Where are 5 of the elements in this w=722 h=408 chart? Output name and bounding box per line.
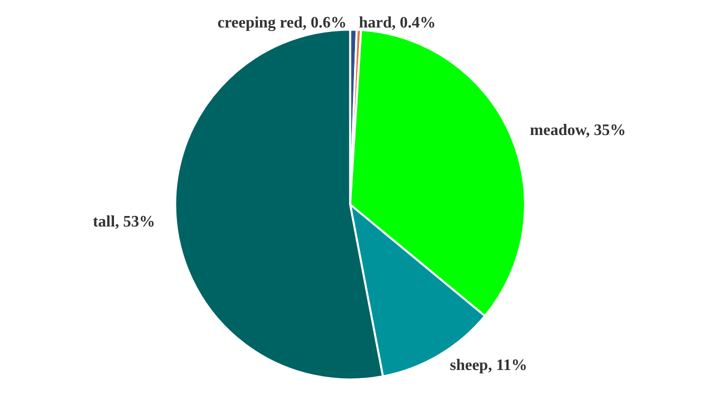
slice-label: creeping red, 0.6% xyxy=(217,14,347,32)
slice-label: hard, 0.4% xyxy=(358,14,436,32)
slice-label: meadow, 35% xyxy=(530,122,626,139)
slice-label: sheep, 11% xyxy=(450,356,528,374)
slice-label: tall, 53% xyxy=(92,214,156,231)
